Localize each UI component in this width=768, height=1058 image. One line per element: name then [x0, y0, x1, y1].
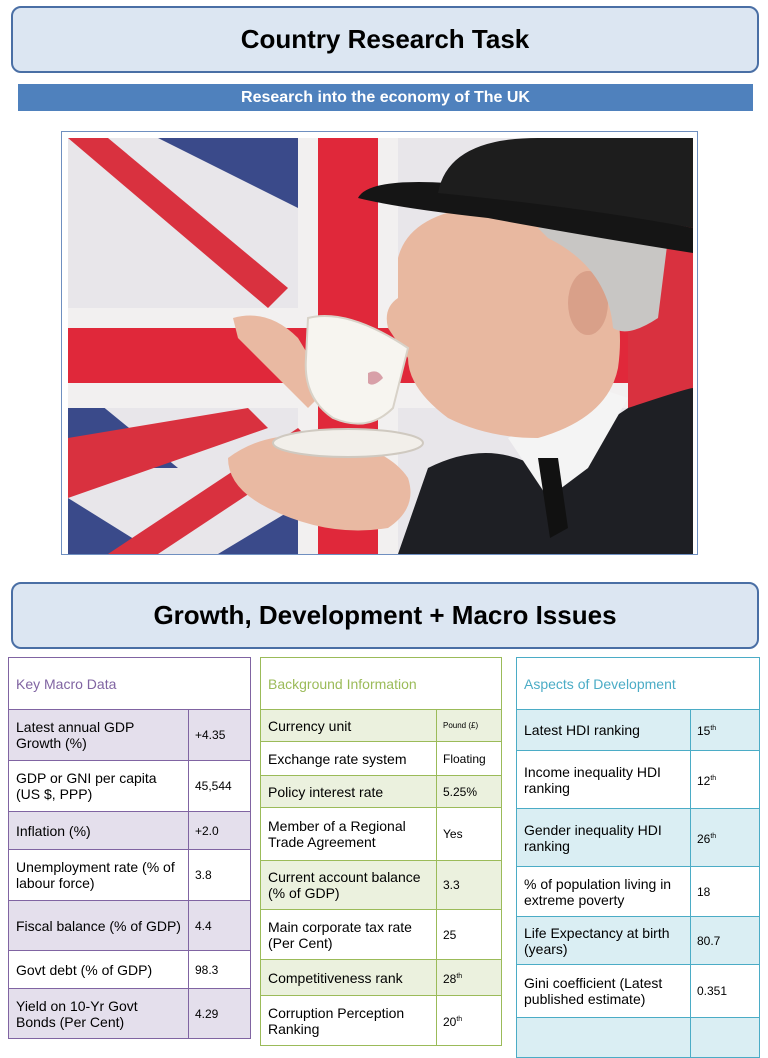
page-title-banner: Country Research Task [11, 6, 759, 73]
table-cell-value: 26th [690, 808, 760, 867]
table-cell-label: Life Expectancy at birth (years) [516, 916, 691, 965]
rank-number: 15 [697, 724, 711, 738]
table-cell-value: 0.351 [690, 964, 760, 1018]
table-cell-label: Exchange rate system [260, 741, 437, 776]
table-cell-label: Fiscal balance (% of GDP) [8, 900, 189, 951]
table-heading: Key Macro Data [8, 657, 251, 710]
section-title: Growth, Development + Macro Issues [153, 600, 617, 630]
table-cell-value: 5.25% [436, 775, 502, 808]
table-cell-value: Yes [436, 807, 502, 861]
rank-number: 20 [443, 1014, 457, 1029]
table-cell-label: GDP or GNI per capita (US $, PPP) [8, 760, 189, 812]
table-cell-value: 20th [436, 995, 502, 1046]
table-heading: Aspects of Development [516, 657, 760, 710]
aspects-of-development-table: Aspects of Development Latest HDI rankin… [516, 657, 760, 1058]
photo-frame [61, 131, 698, 555]
page-title: Country Research Task [240, 24, 530, 54]
table-cell-value: +4.35 [188, 709, 251, 761]
table-cell-value: 28th [436, 959, 502, 996]
ordinal-suffix: th [710, 725, 717, 732]
table-cell-value: 4.4 [188, 900, 251, 951]
table-cell-label: Govt debt (% of GDP) [8, 950, 189, 989]
table-cell-label: Competitiveness rank [260, 959, 437, 996]
rank-number: 28 [443, 971, 457, 986]
table-cell-label: Latest HDI ranking [516, 709, 691, 751]
table-cell-label: Gini coefficient (Latest published estim… [516, 964, 691, 1018]
table-cell-value: 4.29 [188, 988, 251, 1039]
ordinal-suffix: th [456, 972, 463, 980]
table-cell-label: % of population living in extreme povert… [516, 866, 691, 917]
table-cell-value: +2.0 [188, 811, 251, 850]
rank-number: 26 [697, 831, 711, 846]
table-cell-value: 25 [436, 909, 502, 960]
table-cell-value: 3.3 [436, 860, 502, 910]
rank-number: 12 [697, 773, 711, 788]
table-cell-value: 98.3 [188, 950, 251, 989]
table-cell-value: 15th [690, 709, 760, 751]
table-cell-label: Inflation (%) [8, 811, 189, 850]
table-cell-label: Corruption Perception Ranking [260, 995, 437, 1046]
ordinal-suffix: th [710, 832, 717, 840]
section-title-banner: Growth, Development + Macro Issues [11, 582, 759, 649]
table-cell-label: Yield on 10-Yr Govt Bonds (Per Cent) [8, 988, 189, 1039]
table-cell-value: Pound (£) [436, 709, 502, 742]
table-cell-label: Main corporate tax rate (Per Cent) [260, 909, 437, 960]
table-cell-value: 12th [690, 750, 760, 809]
table-cell-value: Floating [436, 741, 502, 776]
table-heading: Background Information [260, 657, 502, 710]
subtitle-bar: Research into the economy of The UK [18, 84, 753, 111]
table-cell-value: 18 [690, 866, 760, 917]
table-cell-label: Current account balance (% of GDP) [260, 860, 437, 910]
table-cell-label: Currency unit [260, 709, 437, 742]
subtitle: Research into the economy of The UK [241, 88, 530, 106]
background-information-table: Background Information Currency unit Poun… [260, 657, 502, 1046]
table-cell-value: 45,544 [188, 760, 251, 812]
ordinal-suffix: th [710, 774, 717, 782]
table-cell-label: Unemployment rate (% of labour force) [8, 849, 189, 901]
table-cell-value: 80.7 [690, 916, 760, 965]
ordinal-suffix: th [456, 1015, 463, 1023]
table-cell-label: Income inequality HDI ranking [516, 750, 691, 809]
table-cell-label: Member of a Regional Trade Agreement [260, 807, 437, 861]
table-cell-label: Latest annual GDP Growth (%) [8, 709, 189, 761]
table-cell-label: Policy interest rate [260, 775, 437, 808]
key-macro-data-table: Key Macro Data Latest annual GDP Growth … [8, 657, 251, 1039]
table-cell-value: 3.8 [188, 849, 251, 901]
table-cell-label: Gender inequality HDI ranking [516, 808, 691, 867]
uk-flag-man-drinking-tea-image [68, 138, 693, 554]
